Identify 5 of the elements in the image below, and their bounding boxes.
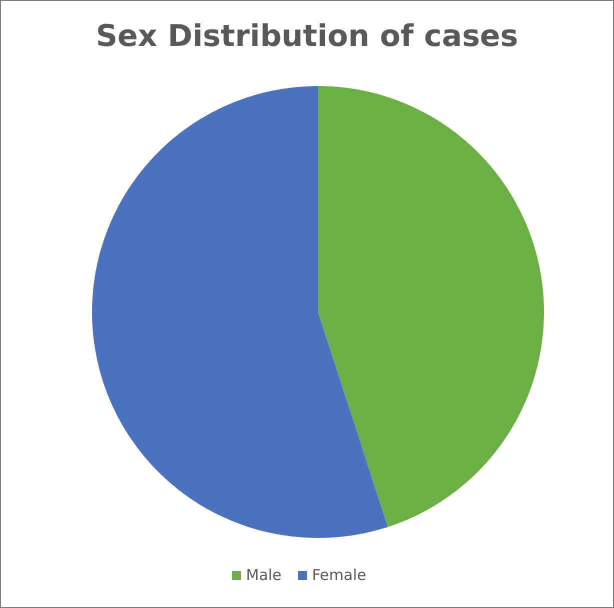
pie-slice bbox=[92, 86, 388, 538]
legend-label: Female bbox=[312, 566, 366, 584]
legend-label: Male bbox=[246, 566, 282, 584]
pie-slice bbox=[318, 86, 544, 527]
chart-title: Sex Distribution of cases bbox=[96, 19, 518, 54]
